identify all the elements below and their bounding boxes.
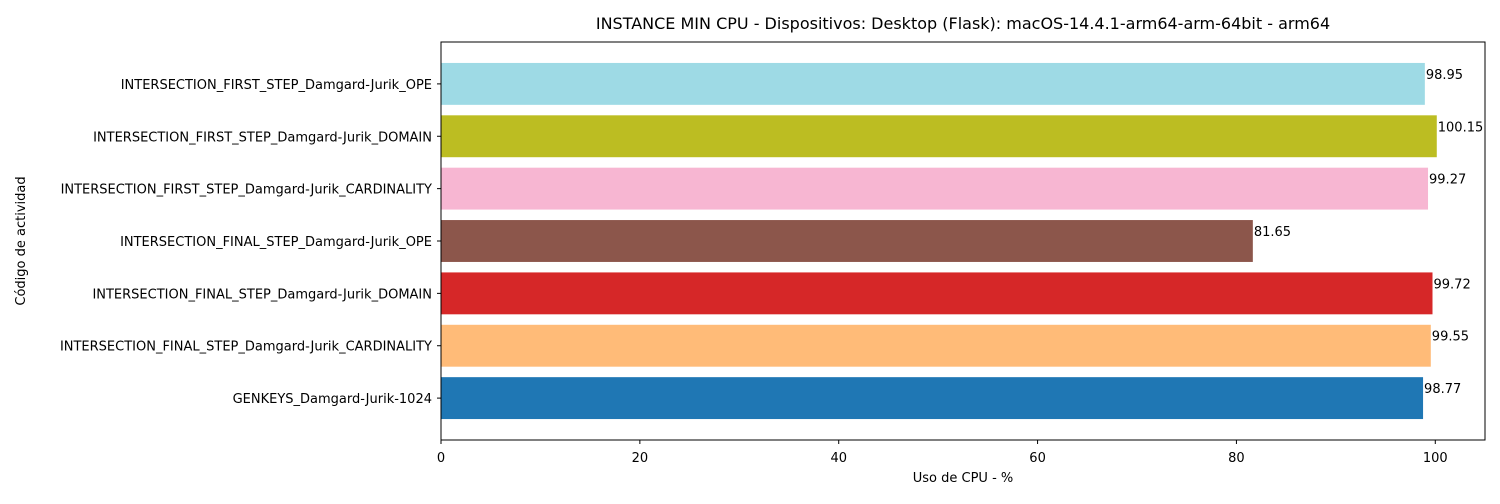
bar-value-label: 100.15: [1438, 120, 1484, 135]
x-tick-label: 0: [437, 451, 445, 466]
bar: [441, 324, 1431, 367]
bars-group: [441, 62, 1437, 420]
bar-value-label: 99.72: [1434, 277, 1471, 292]
bar-value-label: 98.95: [1426, 68, 1463, 83]
x-axis: 0 20 40 60 80 100: [437, 440, 1448, 466]
x-tick-label: 80: [1228, 451, 1245, 466]
y-axis: GENKEYS_Damgard-Jurik-1024 INTERSECTION_F…: [60, 78, 441, 407]
value-labels-group: 98.77 99.55 99.72 81.65 99.27 100.15 98.95: [1254, 68, 1483, 397]
x-tick-label: 60: [1029, 451, 1046, 466]
bar: [441, 167, 1429, 210]
bar-value-label: 98.77: [1424, 382, 1461, 397]
y-tick-label: INTERSECTION_FINAL_STEP_Damgard-Jurik_CA…: [60, 340, 432, 355]
y-tick-label: INTERSECTION_FIRST_STEP_Damgard-Jurik_DO…: [93, 130, 432, 145]
plot-frame: [440, 41, 1486, 441]
chart-title: INSTANCE MIN CPU - Dispositivos: Desktop…: [596, 14, 1330, 33]
bar-value-label: 81.65: [1254, 225, 1291, 240]
bar-value-label: 99.55: [1432, 330, 1469, 345]
x-axis-label: Uso de CPU - %: [913, 471, 1014, 486]
bar: [441, 377, 1424, 420]
y-tick-label: INTERSECTION_FINAL_STEP_Damgard-Jurik_OP…: [120, 235, 432, 250]
bar: [441, 220, 1253, 262]
bar: [441, 115, 1437, 158]
y-axis-label: Código de actividad: [14, 176, 29, 305]
y-tick-label: INTERSECTION_FIRST_STEP_Damgard-Jurik_CA…: [61, 183, 432, 198]
x-tick-label: 40: [830, 451, 847, 466]
plot-border: [440, 41, 1486, 441]
y-tick-label: INTERSECTION_FINAL_STEP_Damgard-Jurik_DO…: [92, 287, 432, 302]
x-tick-label: 100: [1423, 451, 1448, 466]
bar: [441, 62, 1425, 105]
x-tick-label: 20: [632, 451, 649, 466]
bar-value-label: 99.27: [1429, 173, 1466, 188]
y-tick-label: INTERSECTION_FIRST_STEP_Damgard-Jurik_OP…: [121, 78, 432, 93]
bar: [441, 272, 1433, 315]
y-tick-label: GENKEYS_Damgard-Jurik-1024: [233, 392, 432, 407]
